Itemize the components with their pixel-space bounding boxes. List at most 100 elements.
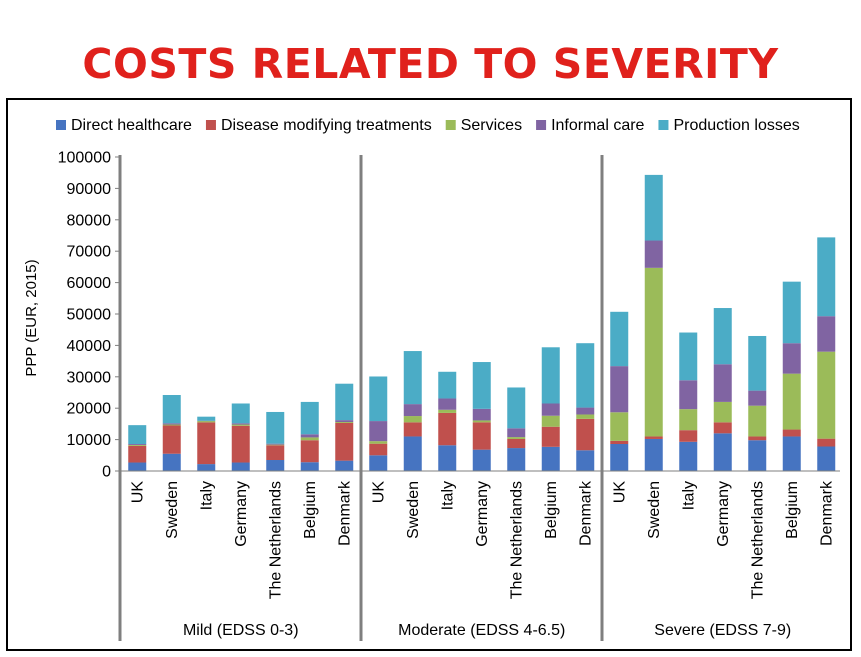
- bar-mild-edss-0-3-italy-production-losses: [197, 416, 216, 421]
- bar-moderate-edss-4-6-5-denmark-production-losses: [576, 343, 595, 408]
- bar-severe-edss-7-9-germany-informal-care: [713, 364, 732, 402]
- bar-moderate-edss-4-6-5-denmark-informal-care: [576, 407, 595, 415]
- y-axis-label: PPP (EUR, 2015): [23, 259, 40, 376]
- bar-severe-edss-7-9-italy-direct-healthcare: [679, 441, 698, 471]
- x-tick-label-belgium: Belgium: [784, 481, 801, 539]
- bar-moderate-edss-4-6-5-belgium-services: [541, 415, 560, 427]
- bar-severe-edss-7-9-uk-direct-healthcare: [610, 443, 629, 471]
- bar-moderate-edss-4-6-5-sweden-direct-healthcare: [403, 436, 422, 471]
- bar-moderate-edss-4-6-5-uk-services: [369, 441, 388, 444]
- bar-moderate-edss-4-6-5-belgium-direct-healthcare: [541, 446, 560, 471]
- y-tick-label: 60000: [67, 275, 112, 292]
- group-label-severe-edss-7-9: Severe (EDSS 7-9): [654, 622, 791, 639]
- bar-severe-edss-7-9-germany-direct-healthcare: [713, 433, 732, 471]
- bar-severe-edss-7-9-denmark-services: [817, 351, 836, 439]
- bar-moderate-edss-4-6-5-the-netherlands-services: [507, 437, 526, 439]
- bar-moderate-edss-4-6-5-italy-disease-modifying-treatments: [438, 412, 457, 446]
- x-tick-label-the-netherlands: The Netherlands: [749, 481, 766, 599]
- bar-mild-edss-0-3-denmark-production-losses: [335, 383, 354, 421]
- bar-moderate-edss-4-6-5-uk-disease-modifying-treatments: [369, 443, 388, 456]
- x-tick-label-belgium: Belgium: [302, 481, 319, 539]
- legend-label-direct-healthcare: Direct healthcare: [71, 117, 192, 134]
- stacked-bar-chart: Direct healthcare Disease modifying treat…: [23, 117, 840, 641]
- bar-severe-edss-7-9-uk-services: [610, 412, 629, 441]
- bar-moderate-edss-4-6-5-uk-direct-healthcare: [369, 455, 388, 471]
- bar-moderate-edss-4-6-5-germany-services: [472, 420, 491, 423]
- y-tick-label: 100000: [58, 150, 111, 167]
- x-tick-label-uk: UK: [611, 481, 628, 504]
- y-tick-label: 40000: [67, 338, 112, 355]
- bar-mild-edss-0-3-sweden-disease-modifying-treatments: [162, 425, 181, 454]
- bar-moderate-edss-4-6-5-germany-production-losses: [472, 362, 491, 409]
- bar-mild-edss-0-3-the-netherlands-direct-healthcare: [266, 460, 285, 471]
- bar-severe-edss-7-9-the-netherlands-direct-healthcare: [748, 440, 767, 471]
- bar-moderate-edss-4-6-5-the-netherlands-production-losses: [507, 387, 526, 429]
- bar-mild-edss-0-3-italy-direct-healthcare: [197, 464, 216, 471]
- legend-swatch-production-losses: [658, 120, 669, 130]
- bar-moderate-edss-4-6-5-the-netherlands-informal-care: [507, 428, 526, 438]
- bar-moderate-edss-4-6-5-uk-production-losses: [369, 376, 388, 422]
- bar-moderate-edss-4-6-5-belgium-informal-care: [541, 403, 560, 416]
- chart-frame: Direct healthcare Disease modifying treat…: [6, 98, 852, 651]
- bar-mild-edss-0-3-uk-disease-modifying-treatments: [128, 445, 147, 463]
- x-tick-label-germany: Germany: [715, 481, 732, 547]
- x-tick-label-germany: Germany: [474, 481, 491, 547]
- bar-severe-edss-7-9-belgium-production-losses: [782, 281, 801, 344]
- bar-moderate-edss-4-6-5-sweden-informal-care: [403, 404, 422, 417]
- bar-mild-edss-0-3-uk-informal-care: [128, 443, 147, 445]
- bar-moderate-edss-4-6-5-belgium-disease-modifying-treatments: [541, 426, 560, 447]
- bar-moderate-edss-4-6-5-the-netherlands-disease-modifying-treatments: [507, 438, 526, 449]
- bar-moderate-edss-4-6-5-germany-direct-healthcare: [472, 449, 491, 471]
- bar-mild-edss-0-3-the-netherlands-informal-care: [266, 443, 285, 445]
- legend-swatch-services: [445, 120, 456, 130]
- bar-severe-edss-7-9-the-netherlands-services: [748, 405, 767, 437]
- bar-mild-edss-0-3-uk-services: [128, 444, 147, 446]
- x-tick-label-uk: UK: [129, 481, 146, 504]
- bar-moderate-edss-4-6-5-germany-informal-care: [472, 408, 491, 421]
- y-axis: 0 10000 20000 30000 40000 50000 60000 70000 8000…: [58, 150, 121, 481]
- bar-severe-edss-7-9-belgium-direct-healthcare: [782, 436, 801, 471]
- page-title: COSTS RELATED TO SEVERITY: [82, 40, 779, 88]
- bar-severe-edss-7-9-italy-informal-care: [679, 380, 698, 410]
- x-tick-label-the-netherlands: The Netherlands: [267, 481, 284, 599]
- bar-mild-edss-0-3-sweden-production-losses: [162, 395, 181, 424]
- bar-moderate-edss-4-6-5-sweden-services: [403, 416, 422, 423]
- bar-severe-edss-7-9-the-netherlands-informal-care: [748, 390, 767, 406]
- bar-severe-edss-7-9-belgium-services: [782, 373, 801, 430]
- x-tick-label-sweden: Sweden: [646, 481, 663, 539]
- group-label-moderate-edss-4-6-5: Moderate (EDSS 4-6.5): [398, 622, 565, 639]
- bar-severe-edss-7-9-belgium-disease-modifying-treatments: [782, 429, 801, 437]
- bar-moderate-edss-4-6-5-germany-disease-modifying-treatments: [472, 422, 491, 450]
- bars: [128, 174, 836, 471]
- legend-swatch-direct-healthcare: [56, 120, 66, 130]
- y-tick-label: 80000: [67, 212, 112, 229]
- bar-moderate-edss-4-6-5-denmark-disease-modifying-treatments: [576, 418, 595, 451]
- bar-severe-edss-7-9-italy-production-losses: [679, 332, 698, 381]
- bar-mild-edss-0-3-germany-direct-healthcare: [231, 462, 250, 471]
- group-labels: Mild (EDSS 0-3) Moderate (EDSS 4-6.5) Seve…: [118, 155, 791, 641]
- bar-severe-edss-7-9-denmark-informal-care: [817, 316, 836, 352]
- legend-label-informal-care: Informal care: [551, 117, 644, 134]
- bar-severe-edss-7-9-denmark-production-losses: [817, 237, 836, 317]
- x-tick-label-uk: UK: [370, 481, 387, 504]
- bar-severe-edss-7-9-sweden-production-losses: [644, 174, 663, 241]
- bar-mild-edss-0-3-germany-services: [231, 424, 250, 426]
- x-tick-label-italy: Italy: [198, 481, 215, 510]
- x-tick-label-germany: Germany: [233, 481, 250, 547]
- bar-severe-edss-7-9-denmark-disease-modifying-treatments: [817, 438, 836, 447]
- y-tick-label: 10000: [67, 432, 112, 449]
- x-tick-label-belgium: Belgium: [543, 481, 560, 539]
- y-tick-label: 70000: [67, 244, 112, 261]
- bar-severe-edss-7-9-germany-services: [713, 401, 732, 423]
- bar-moderate-edss-4-6-5-sweden-disease-modifying-treatments: [403, 422, 422, 437]
- bar-severe-edss-7-9-the-netherlands-production-losses: [748, 335, 767, 391]
- bar-severe-edss-7-9-sweden-disease-modifying-treatments: [644, 436, 663, 439]
- y-tick-label: 30000: [67, 369, 112, 386]
- bar-moderate-edss-4-6-5-belgium-production-losses: [541, 347, 560, 404]
- bar-mild-edss-0-3-germany-production-losses: [231, 403, 250, 424]
- bar-moderate-edss-4-6-5-the-netherlands-direct-healthcare: [507, 448, 526, 471]
- bar-moderate-edss-4-6-5-italy-production-losses: [438, 371, 457, 399]
- y-tick-label: 50000: [67, 307, 112, 324]
- bar-severe-edss-7-9-italy-disease-modifying-treatments: [679, 430, 698, 442]
- bar-moderate-edss-4-6-5-italy-direct-healthcare: [438, 445, 457, 471]
